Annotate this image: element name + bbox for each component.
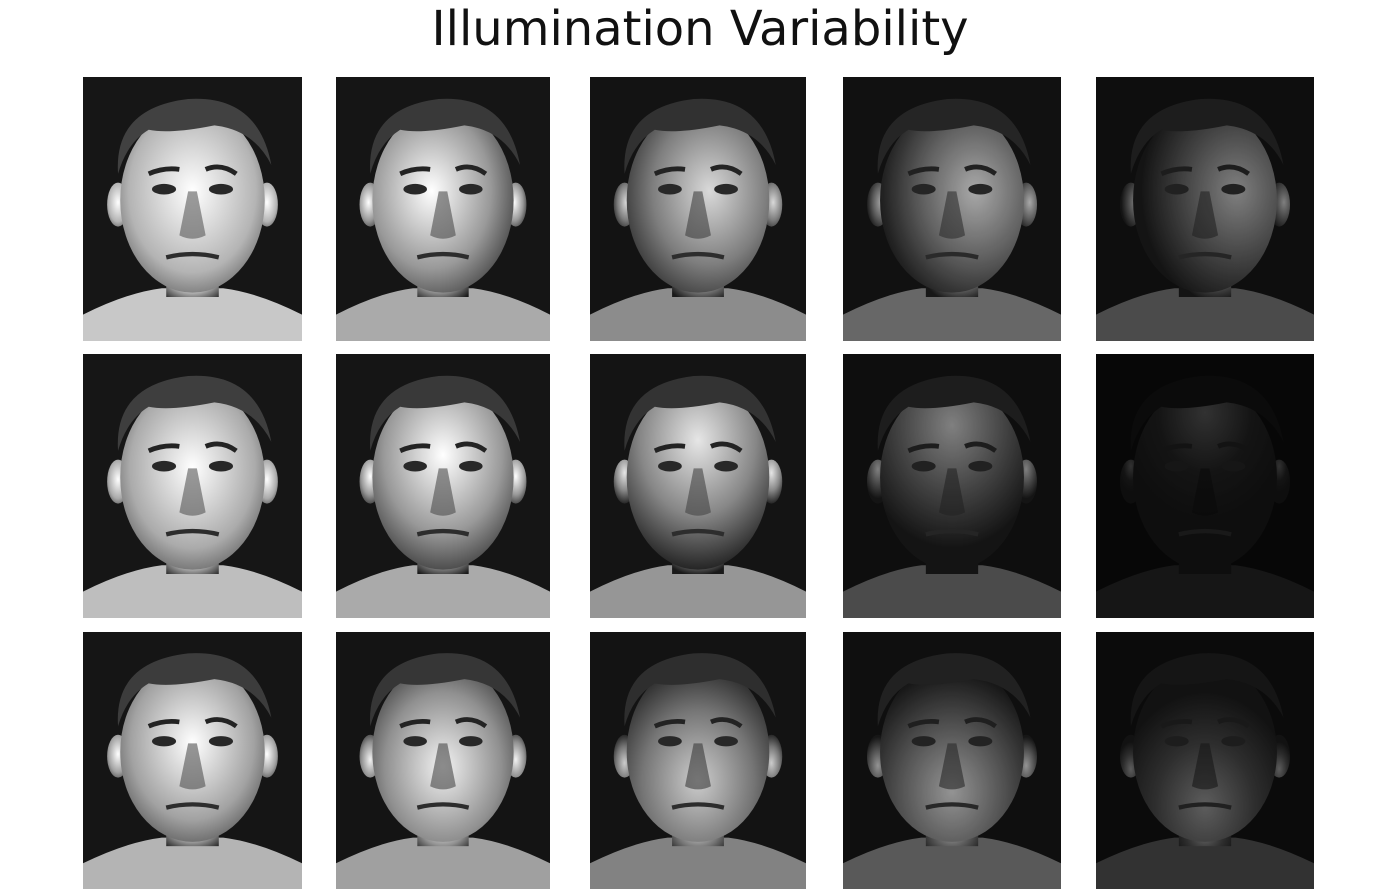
face-image-r2-c4 [843,354,1061,618]
face-image-r3-c3 [590,632,806,889]
face-image-r2-c2 [336,354,550,618]
face-image-r1-c1 [83,77,302,341]
face-image-r2-c1 [83,354,302,618]
face-image-r2-c3 [590,354,806,618]
face-image-r1-c2 [336,77,550,341]
face-image-r1-c4 [843,77,1061,341]
face-image-r3-c5 [1096,632,1314,889]
face-image-r3-c1 [83,632,302,889]
face-image-r3-c4 [843,632,1061,889]
face-image-r1-c3 [590,77,806,341]
slide-title: Illumination Variability [431,1,969,57]
face-image-r3-c2 [336,632,550,889]
face-image-r1-c5 [1096,77,1314,341]
face-image-r2-c5 [1096,354,1314,618]
